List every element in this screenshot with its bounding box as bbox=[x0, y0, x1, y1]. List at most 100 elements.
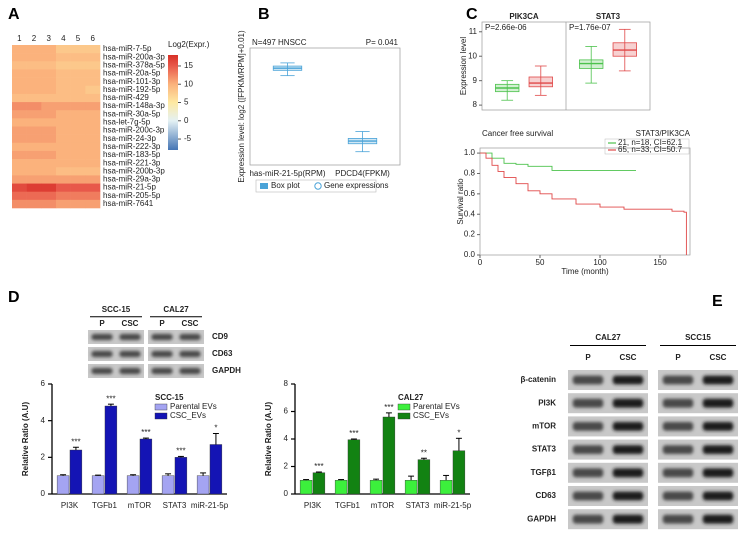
heat-cell bbox=[12, 86, 27, 94]
bar bbox=[70, 450, 82, 494]
heat-cell bbox=[41, 143, 56, 151]
blot-band bbox=[119, 368, 140, 374]
heat-cell bbox=[71, 151, 86, 159]
heat-cell bbox=[12, 53, 27, 61]
heat-cell bbox=[71, 127, 86, 135]
bar bbox=[127, 476, 139, 494]
y-axis-label: Relative Ratio (A.U) bbox=[21, 402, 30, 477]
heat-cell bbox=[27, 143, 42, 151]
blot-group-label: SCC15 bbox=[685, 333, 711, 342]
blot-band bbox=[119, 351, 140, 357]
blot-row-label: PI3K bbox=[538, 398, 556, 407]
heat-cell bbox=[71, 86, 86, 94]
blot-band bbox=[573, 515, 603, 524]
bar bbox=[210, 445, 222, 495]
heat-cell bbox=[71, 200, 86, 208]
blot-band bbox=[179, 351, 200, 357]
x-tick-label: STAT3 bbox=[406, 501, 430, 510]
p-value: P=1.76e-07 bbox=[569, 23, 611, 32]
heat-cell bbox=[56, 159, 71, 167]
heat-cell bbox=[71, 45, 86, 53]
blot-row-label: CD63 bbox=[212, 349, 233, 358]
panel-label: A bbox=[8, 6, 20, 23]
y-tick-label: 0.6 bbox=[464, 189, 476, 198]
heat-cell bbox=[71, 118, 86, 126]
heat-cell bbox=[85, 94, 100, 102]
heat-cell bbox=[41, 102, 56, 110]
legend-title: SCC-15 bbox=[155, 393, 184, 402]
blot-lane-label: CSC bbox=[710, 353, 727, 362]
heat-cell bbox=[41, 86, 56, 94]
blot-band bbox=[663, 445, 693, 454]
blot-lane-label: CSC bbox=[122, 319, 139, 328]
y-tick-label: 0.8 bbox=[464, 169, 476, 178]
chart-title: Cancer free survival bbox=[482, 129, 553, 138]
chart-subtitle: STAT3/PIK3CA bbox=[636, 129, 691, 138]
blot-band bbox=[151, 351, 172, 357]
panel-label: C bbox=[466, 6, 478, 23]
heat-cell bbox=[12, 175, 27, 183]
heat-cell bbox=[27, 61, 42, 69]
y-axis-label: Survival ratio bbox=[456, 178, 465, 225]
heat-cell bbox=[27, 159, 42, 167]
p-value: P= 0.041 bbox=[366, 38, 399, 47]
blot-band bbox=[151, 334, 172, 340]
column-label: 5 bbox=[76, 34, 81, 43]
heat-cell bbox=[56, 78, 71, 86]
y-tick-label: 6 bbox=[41, 379, 46, 388]
box bbox=[529, 77, 553, 87]
blot-band bbox=[703, 468, 733, 477]
heat-cell bbox=[56, 110, 71, 118]
heat-cell bbox=[85, 61, 100, 69]
blot-band bbox=[613, 468, 643, 477]
heat-cell bbox=[12, 127, 27, 135]
colorbar-tick-label: 10 bbox=[184, 79, 193, 88]
heat-cell bbox=[85, 143, 100, 151]
y-tick-label: 0 bbox=[284, 489, 289, 498]
heat-cell bbox=[27, 86, 42, 94]
x-tick-label: 50 bbox=[536, 258, 545, 267]
heat-cell bbox=[56, 143, 71, 151]
y-tick-label: 0.2 bbox=[464, 230, 476, 239]
heat-cell bbox=[12, 118, 27, 126]
bar bbox=[370, 480, 382, 494]
heat-cell bbox=[85, 127, 100, 135]
heat-cell bbox=[85, 45, 100, 53]
heat-cell bbox=[71, 159, 86, 167]
y-tick-label: 2 bbox=[284, 462, 289, 471]
heat-cell bbox=[85, 135, 100, 143]
y-tick-label: 0 bbox=[41, 489, 46, 498]
blot-band bbox=[703, 515, 733, 524]
blot-band bbox=[663, 422, 693, 431]
heat-cell bbox=[56, 86, 71, 94]
x-tick-label: TGFb1 bbox=[92, 501, 117, 510]
legend-swatch bbox=[155, 404, 167, 410]
bar bbox=[313, 473, 325, 494]
column-label: 3 bbox=[46, 34, 51, 43]
heat-cell bbox=[41, 78, 56, 86]
bar bbox=[57, 476, 69, 494]
colorbar-tick-label: 15 bbox=[184, 61, 193, 70]
colorbar-tick-label: 0 bbox=[184, 116, 189, 125]
heat-cell bbox=[71, 61, 86, 69]
blot-band bbox=[613, 445, 643, 454]
y-tick-label: 2 bbox=[41, 452, 46, 461]
heat-cell bbox=[27, 192, 42, 200]
heat-cell bbox=[41, 200, 56, 208]
heat-cell bbox=[12, 45, 27, 53]
blot-band bbox=[91, 334, 112, 340]
legend-label: 65, n=33, CI=50.7 bbox=[618, 145, 683, 154]
blot-band bbox=[613, 376, 643, 385]
blot-band bbox=[703, 445, 733, 454]
x-tick-label: 150 bbox=[653, 258, 667, 267]
heat-cell bbox=[56, 167, 71, 175]
heat-cell bbox=[85, 69, 100, 77]
heat-cell bbox=[41, 45, 56, 53]
heat-cell bbox=[71, 110, 86, 118]
panel-label: D bbox=[8, 289, 20, 306]
heat-cell bbox=[71, 53, 86, 61]
blot-band bbox=[151, 368, 172, 374]
blot-band bbox=[573, 468, 603, 477]
heat-cell bbox=[56, 135, 71, 143]
